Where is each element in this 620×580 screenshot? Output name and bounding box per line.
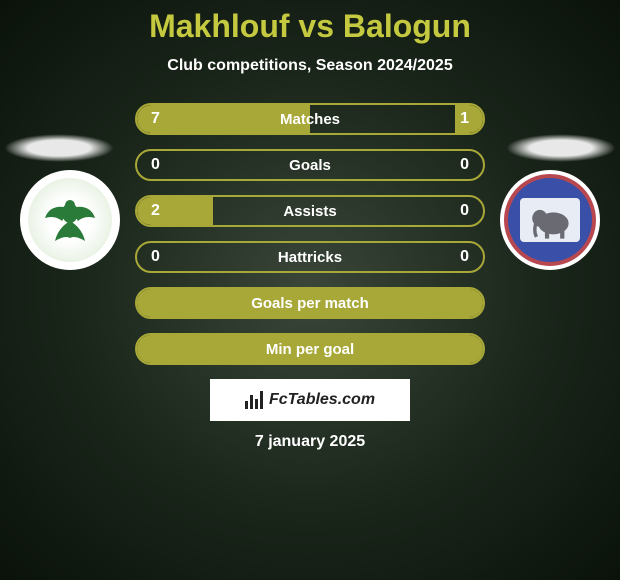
stat-row: 00Hattricks (135, 241, 485, 273)
stat-row: 00Goals (135, 149, 485, 181)
stat-label: Min per goal (137, 341, 483, 358)
stat-row: 20Assists (135, 195, 485, 227)
shadow-decoration (506, 134, 616, 162)
shadow-decoration (4, 134, 114, 162)
bar-chart-icon (245, 391, 263, 409)
stat-label: Goals (137, 157, 483, 174)
page-subtitle: Club competitions, Season 2024/2025 (0, 57, 620, 75)
stat-label: Assists (137, 203, 483, 220)
eagle-icon (40, 193, 100, 248)
stat-row: Goals per match (135, 287, 485, 319)
date-text: 7 january 2025 (0, 433, 620, 451)
stat-label: Hattricks (137, 249, 483, 266)
badge-center (520, 198, 580, 242)
stat-label: Goals per match (137, 295, 483, 312)
elephant-icon (520, 198, 580, 242)
badge-ring (504, 174, 596, 266)
right-club-badge (500, 170, 600, 270)
stat-row: 71Matches (135, 103, 485, 135)
stats-panel: 71Matches 00Goals 20Assists 00Hattricks Goal… (135, 103, 485, 365)
stat-label: Matches (137, 111, 483, 128)
brand-text: FcTables.com (269, 391, 375, 409)
badge-inner (28, 178, 112, 262)
left-club-badge (20, 170, 120, 270)
comparison-card: Makhlouf vs Balogun Club competitions, S… (0, 0, 620, 580)
stat-row: Min per goal (135, 333, 485, 365)
brand-badge[interactable]: FcTables.com (210, 379, 410, 421)
page-title: Makhlouf vs Balogun (0, 8, 620, 45)
